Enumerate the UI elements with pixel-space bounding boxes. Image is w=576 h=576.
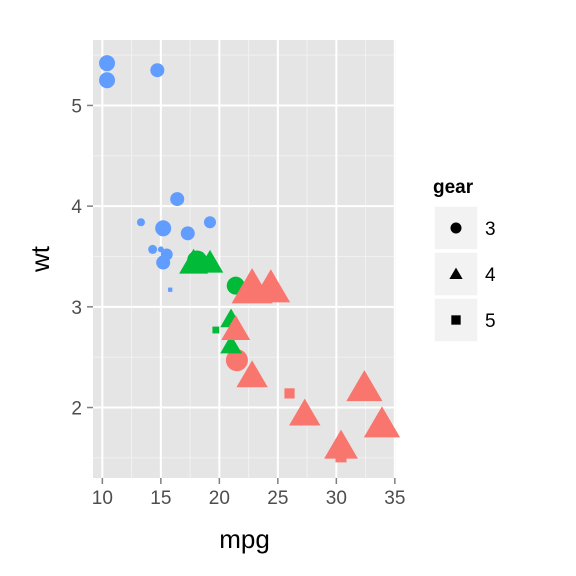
x-axis-ticks: 10 15 20 25 30 35 [92,478,405,509]
legend-label: 5 [485,311,496,332]
legend-key-triangle [449,267,463,280]
data-point-circle [150,63,165,78]
data-point-triangle [236,360,268,388]
data-point-triangle [220,334,242,354]
data-point-circle [136,218,145,227]
y-tick-label: 4 [71,197,82,218]
data-point-triangle [363,406,401,438]
plot-panel [93,40,396,478]
legend-key-square [451,315,461,325]
data-point-circle [170,192,185,207]
legend-key-circle [450,222,462,234]
x-tick-label: 20 [209,488,230,509]
data-point-circle [156,255,171,270]
x-tick-label: 35 [384,488,405,509]
legend-title: gear [433,177,474,198]
data-point-triangle [324,429,358,459]
major-grid [93,40,396,478]
data-point-triangle [346,370,383,402]
data-point-circle [203,216,216,229]
data-point-square [335,451,347,463]
x-tick-label: 30 [326,488,347,509]
y-tick-label: 2 [71,399,82,420]
x-tick-label: 15 [150,488,171,509]
y-axis-title: wt [25,245,55,273]
data-point-circle [99,72,116,89]
legend-label: 4 [485,265,496,286]
legend: gear 3 4 5 [433,177,496,343]
data-point-circle [148,244,158,254]
x-tick-label: 25 [267,488,288,509]
data-points [99,55,401,463]
data-point-circle [180,226,195,241]
data-point-square [212,326,220,334]
data-point-square [284,388,295,399]
data-point-triangle [196,249,224,273]
data-point-circle [99,55,116,72]
y-tick-label: 3 [71,298,82,319]
data-point-circle [225,349,248,372]
data-point-triangle [251,269,291,303]
x-axis-title: mpg [219,524,270,554]
x-tick-label: 10 [92,488,113,509]
data-point-circle [155,220,172,237]
data-point-triangle [221,315,251,341]
data-point-square [168,287,173,292]
data-point-triangle [289,398,321,426]
y-axis-ticks: 2 3 4 5 [71,96,93,420]
y-tick-label: 5 [71,96,82,117]
legend-label: 3 [485,219,496,240]
